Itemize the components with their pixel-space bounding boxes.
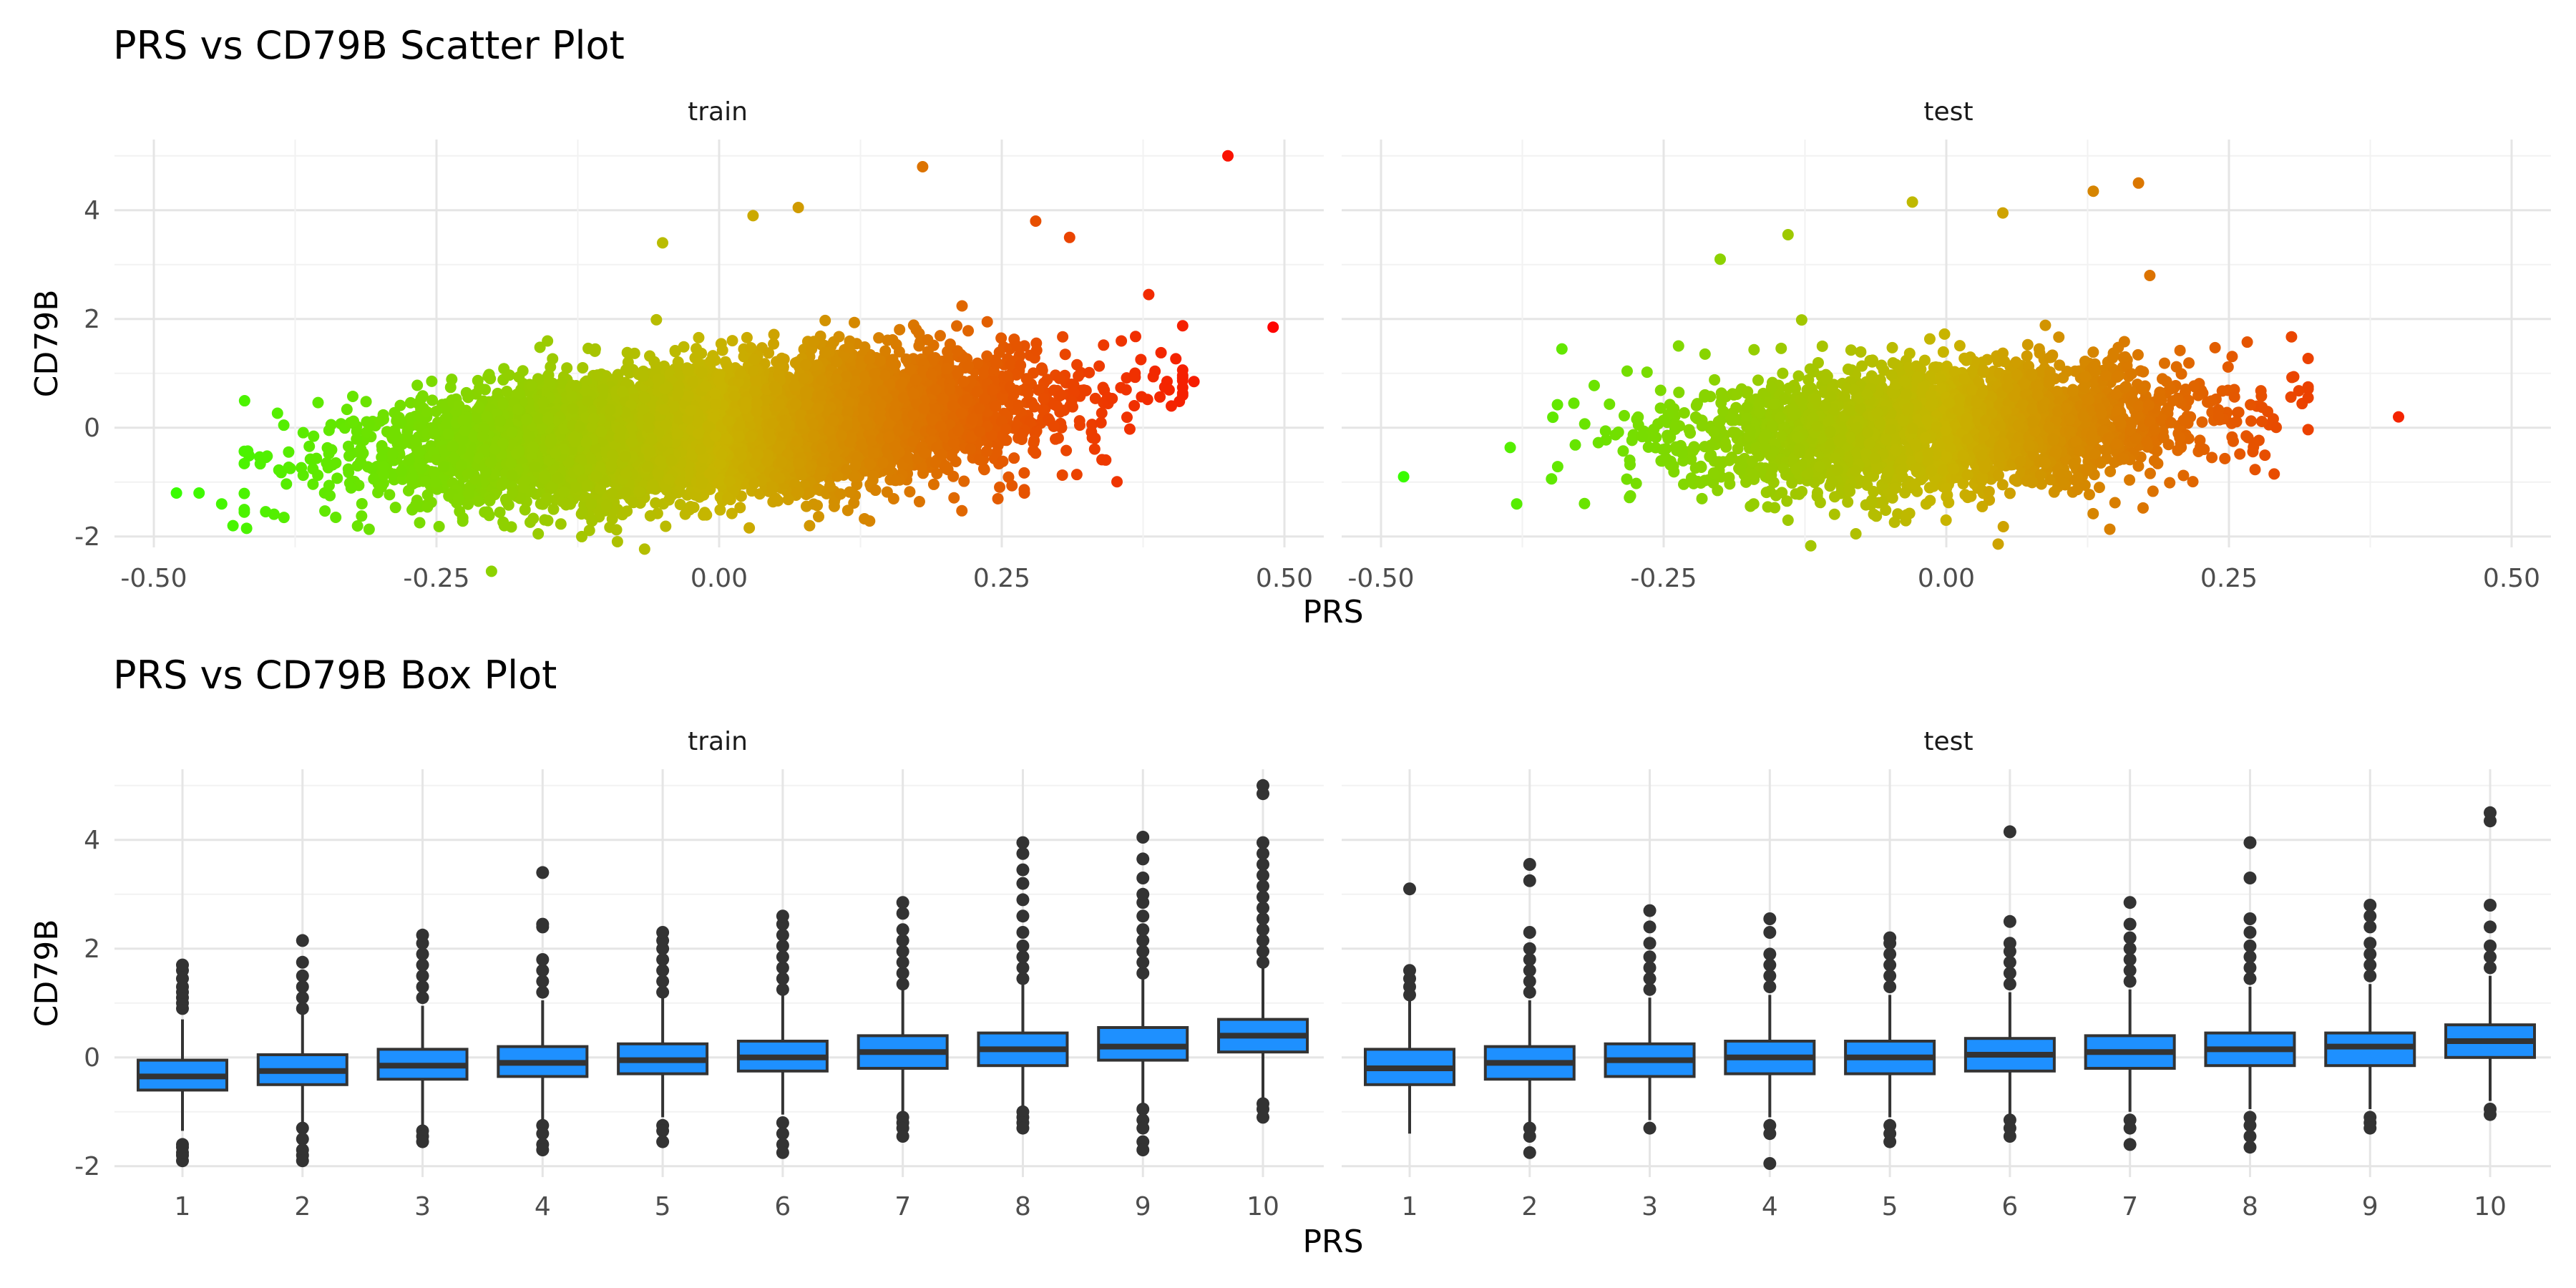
scatter-point-train xyxy=(415,393,427,405)
scatter-point-train xyxy=(457,512,469,524)
scatter-point-train xyxy=(913,496,925,508)
scatter-point-train xyxy=(1176,320,1189,332)
scatter-point-train xyxy=(995,332,1008,344)
scatter-point-train xyxy=(363,523,375,535)
scatter-point-train xyxy=(319,505,331,517)
scatter-point-train xyxy=(819,314,831,326)
scatter-point-train xyxy=(1096,407,1108,419)
scatter-point-train xyxy=(351,459,364,472)
scatter-point-train xyxy=(547,503,560,515)
scatter-point-train xyxy=(763,347,775,359)
scatter-point-train xyxy=(628,347,640,359)
scatter-point-train xyxy=(324,489,336,502)
scatter-point-train xyxy=(1136,391,1148,403)
scatter-point-train xyxy=(410,499,422,511)
scatter-point-train xyxy=(714,504,726,516)
scatter-point-train xyxy=(577,361,589,374)
scatter-point-train xyxy=(519,504,531,516)
scatter-point-train xyxy=(342,440,354,452)
scatter-point-train xyxy=(343,467,355,479)
scatter-point-train xyxy=(307,478,319,490)
scatter-point-train xyxy=(956,504,968,517)
scatter-point-train xyxy=(341,404,353,416)
scatter-point-train xyxy=(726,335,738,347)
scatter-point-train xyxy=(678,341,690,353)
scatter-point-train xyxy=(547,353,559,365)
scatter-point-train xyxy=(726,507,738,519)
scatter-point-train xyxy=(414,517,426,529)
scatter-point-train xyxy=(345,482,357,494)
scatter-point-train xyxy=(813,510,825,522)
scatter-point-train xyxy=(494,506,506,518)
scatter-point-train xyxy=(308,430,320,442)
scatter-point-train xyxy=(527,512,540,525)
scatter-point-train xyxy=(1154,391,1166,403)
scatter-point-train xyxy=(1121,411,1133,424)
scatter-point-train xyxy=(446,374,458,386)
scatter-point-train xyxy=(1050,400,1063,412)
scatter-point-train xyxy=(280,478,293,490)
scatter-point-train xyxy=(356,510,368,522)
scatter-point-train xyxy=(981,316,993,328)
scatter-point-train xyxy=(994,481,1006,493)
scatter-point-train xyxy=(879,345,892,357)
scatter-point-train xyxy=(278,419,290,431)
scatter-point-train xyxy=(283,446,295,458)
scatter-point-train xyxy=(1135,353,1147,366)
scatter-point-train xyxy=(396,473,409,485)
scatter-point-train xyxy=(351,519,364,532)
scatter-point-train xyxy=(691,343,703,355)
scatter-point-train xyxy=(1056,469,1068,481)
scatter-point-train xyxy=(621,505,633,517)
scatter-point-train xyxy=(395,465,407,477)
scatter-point-train xyxy=(356,497,368,509)
scatter-point-train xyxy=(278,512,290,524)
scatter-point-train xyxy=(693,331,705,343)
scatter-point-train xyxy=(904,486,916,498)
scatter-point-train xyxy=(962,325,975,337)
scatter-point-train xyxy=(927,478,940,490)
scatter-point-train xyxy=(841,504,854,517)
scatter-point-train xyxy=(768,338,780,350)
scatter-point-train xyxy=(734,502,746,514)
scatter-point-train xyxy=(1155,346,1167,358)
scatter-point-train xyxy=(479,506,491,518)
scatter-point-train xyxy=(330,511,342,523)
scatter-point-train xyxy=(1095,416,1107,429)
scatter-point-train xyxy=(347,390,359,402)
scatter-point-train xyxy=(1123,423,1136,435)
scatter-point-train xyxy=(768,328,780,341)
scatter-point-train xyxy=(1121,372,1133,384)
scatter-point-train xyxy=(638,543,650,555)
scatter-point-train xyxy=(956,300,968,312)
scatter-point-train xyxy=(271,407,283,419)
scatter-point-train xyxy=(561,362,573,374)
scatter-point-train xyxy=(539,514,551,526)
scatter-point-train xyxy=(238,487,250,499)
scatter-point-train xyxy=(426,375,438,387)
scatter-plot-title: PRS vs CD79B Scatter Plot xyxy=(113,23,625,68)
scatter-point-train xyxy=(1089,432,1101,444)
scatter-point-train xyxy=(238,395,250,407)
scatter-point-train xyxy=(873,332,885,344)
scatter-point-train xyxy=(743,522,756,534)
scatter-point-train xyxy=(240,522,253,535)
scatter-point-train xyxy=(934,330,946,342)
scatter-point-train xyxy=(312,469,324,482)
scatter-point-train xyxy=(485,565,497,577)
scatter-point-train xyxy=(913,340,925,352)
scatter-point-train xyxy=(948,492,960,504)
scatter-point-train xyxy=(254,458,266,470)
strip-label-train-scatter: train xyxy=(688,97,748,127)
strip-label-test-scatter: test xyxy=(1923,97,1973,127)
scatter-point-train xyxy=(753,488,766,500)
scatter-point-train xyxy=(660,520,672,532)
